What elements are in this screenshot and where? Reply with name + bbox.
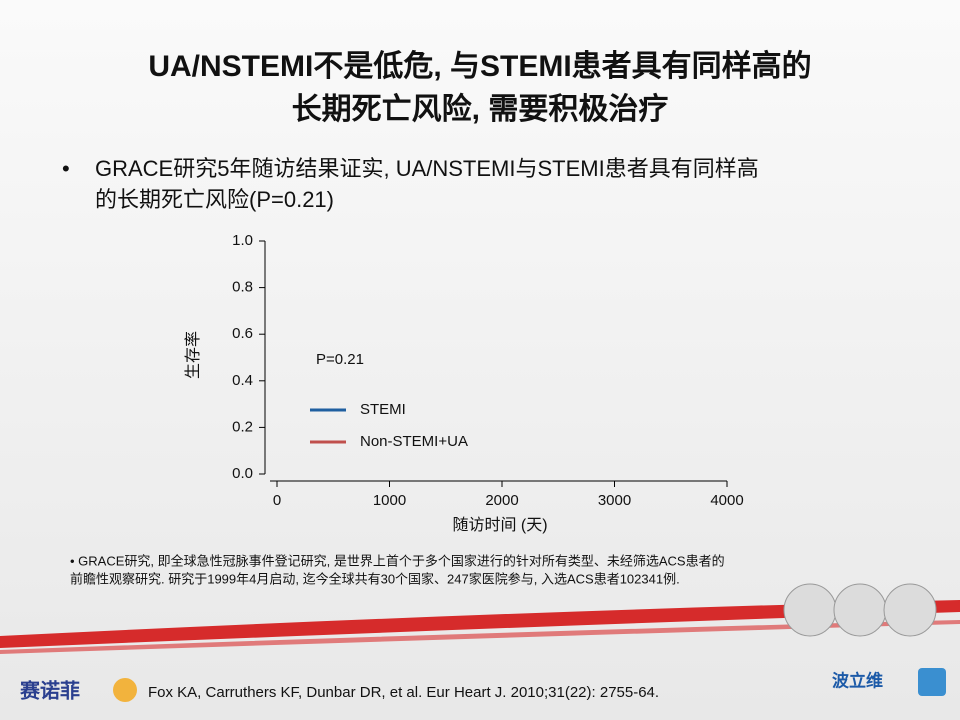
y-tick-label: 0.8 [232, 279, 253, 296]
x-tick-label: 2000 [485, 492, 518, 509]
legend-label: Non-STEMI+UA [360, 433, 468, 450]
bullet-text: 的长期死亡风险(P=0.21) [95, 187, 334, 212]
decor-circle [883, 583, 937, 637]
x-tick-label: 1000 [373, 492, 406, 509]
logo-mark [918, 668, 946, 696]
logo-mark [113, 678, 137, 702]
bullet-dot: • [62, 156, 70, 181]
x-tick-label: 3000 [598, 492, 631, 509]
bullet-text: GRACE研究5年随访结果证实, UA/NSTEMI与STEMI患者具有同样高 [95, 156, 759, 181]
red-swoosh [0, 620, 960, 654]
y-axis-label: 生存率 [184, 331, 202, 379]
y-tick-label: 0.2 [232, 418, 253, 435]
title: UA/NSTEMI不是低危, 与STEMI患者具有同样高的 [148, 50, 811, 83]
logo-right: 波立维 [832, 670, 883, 690]
decor-circle [833, 583, 887, 637]
decor-circle [783, 583, 837, 637]
x-tick-label: 0 [273, 492, 281, 509]
y-tick-label: 0.4 [232, 372, 253, 389]
y-tick-label: 0.0 [232, 465, 253, 482]
footnote: 前瞻性观察研究. 研究于1999年4月启动, 迄今全球共有30个国家、247家医… [70, 571, 680, 586]
footnote: • GRACE研究, 即全球急性冠脉事件登记研究, 是世界上首个于多个国家进行的… [70, 553, 725, 568]
title: 长期死亡风险, 需要积极治疗 [292, 92, 669, 126]
red-swoosh [0, 600, 960, 648]
citation: Fox KA, Carruthers KF, Dunbar DR, et al.… [148, 684, 659, 701]
x-tick-label: 4000 [710, 492, 743, 509]
y-tick-label: 1.0 [232, 232, 253, 249]
x-axis-label: 随访时间 (天) [452, 516, 547, 534]
legend-label: STEMI [360, 401, 406, 418]
y-tick-label: 0.6 [232, 325, 253, 342]
logo-left: 赛诺菲 [19, 678, 80, 702]
annotation: P=0.21 [316, 351, 364, 368]
